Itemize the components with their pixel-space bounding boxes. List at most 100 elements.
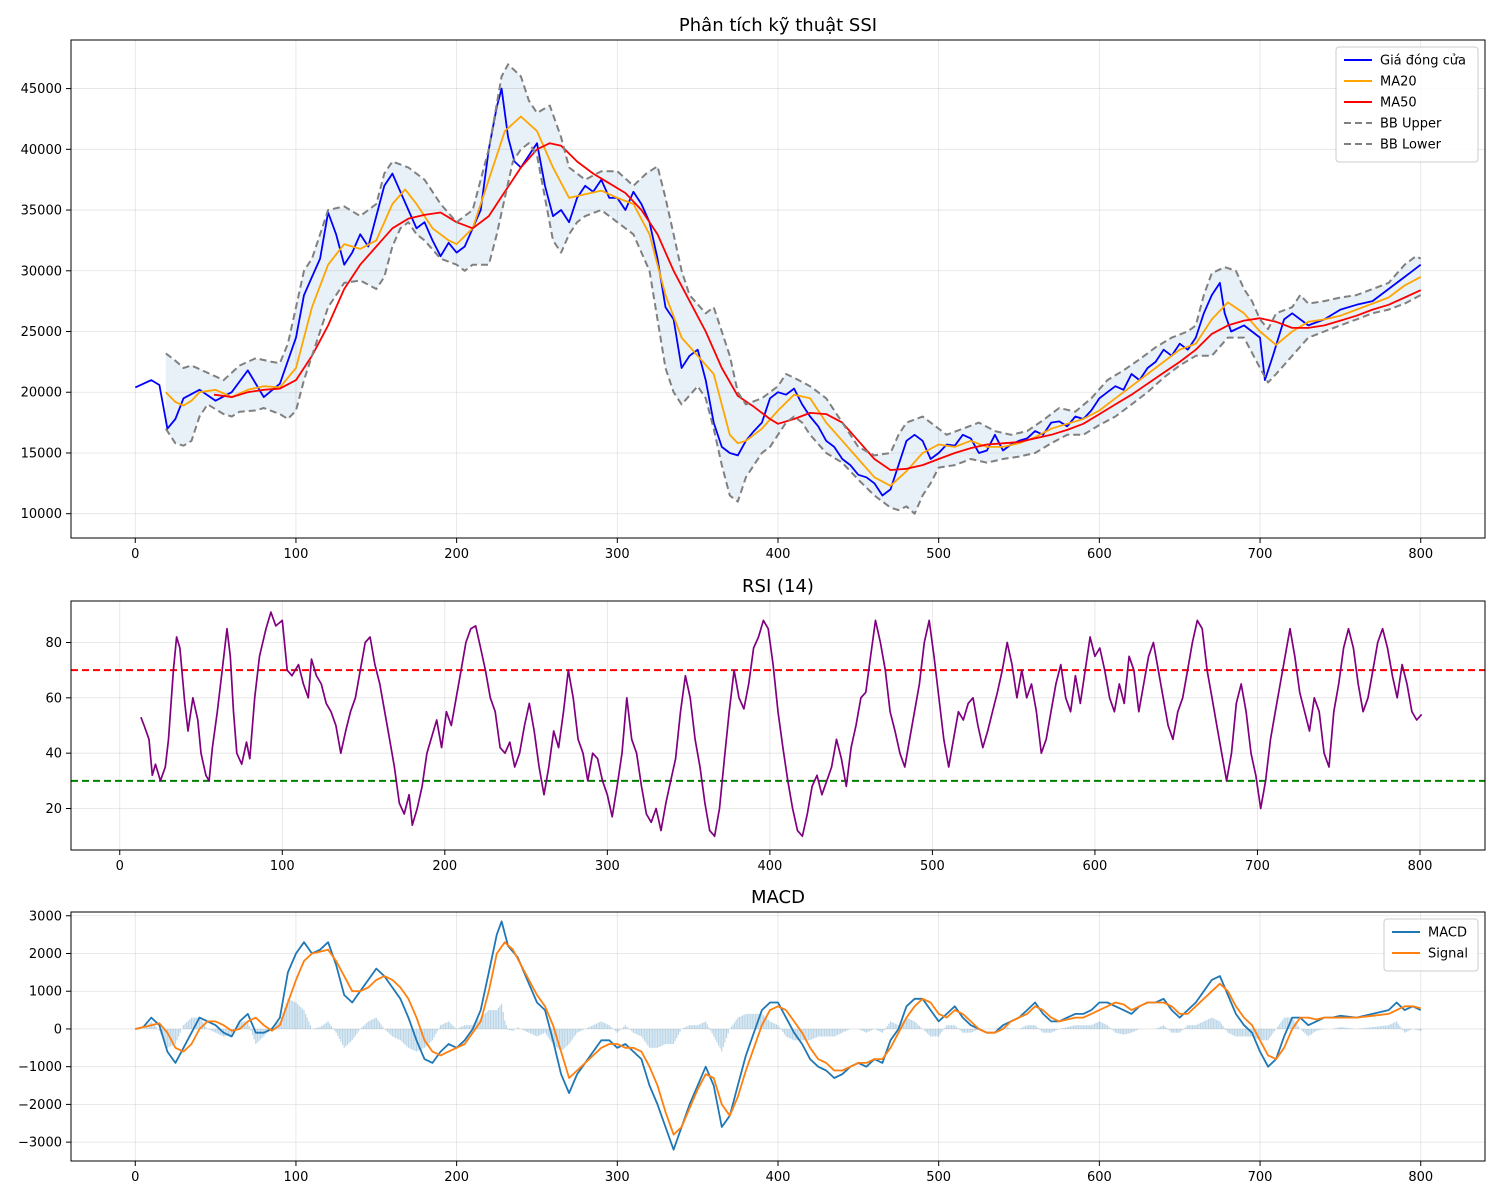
histogram-bar <box>523 1028 525 1031</box>
x-tick-label: 600 <box>1083 859 1108 874</box>
histogram-bar <box>677 1028 679 1035</box>
histogram-bar <box>300 1007 302 1029</box>
histogram-bar <box>422 1028 424 1049</box>
histogram-bar <box>369 1020 371 1029</box>
histogram-bar <box>1203 1021 1205 1029</box>
histogram-bar <box>568 1028 570 1045</box>
histogram-bar <box>642 1028 644 1039</box>
histogram-bar <box>1211 1017 1213 1029</box>
histogram-bar <box>260 1028 262 1040</box>
series-line-signal <box>135 941 1421 1136</box>
histogram-bar <box>1047 1028 1049 1033</box>
histogram-bar <box>1077 1025 1080 1029</box>
histogram-bar <box>893 1022 895 1029</box>
histogram-bar <box>1024 1025 1027 1029</box>
x-tick-label: 0 <box>116 859 124 874</box>
histogram-bar <box>497 1007 500 1029</box>
histogram-bar <box>1108 1026 1110 1029</box>
histogram-bar <box>1264 1028 1266 1041</box>
histogram-bar <box>288 999 291 1029</box>
histogram-bar <box>894 1023 896 1029</box>
y-tick-label: 10000 <box>21 507 62 522</box>
histogram-bar <box>1407 1028 1409 1032</box>
histogram-bar <box>488 1010 490 1029</box>
x-tick-label: 300 <box>605 1170 630 1185</box>
histogram-bar <box>1093 1023 1096 1029</box>
histogram-bar <box>753 1013 755 1029</box>
histogram-bar <box>385 1028 387 1031</box>
histogram-bar <box>1363 1028 1366 1029</box>
legend-box <box>1335 46 1479 163</box>
y-tick-label: 20000 <box>21 386 62 401</box>
histogram-bar <box>672 1028 675 1045</box>
histogram-bar <box>391 1028 393 1037</box>
histogram-bar <box>578 1028 580 1032</box>
histogram-bar <box>1007 1027 1009 1029</box>
histogram-bar <box>1161 1025 1163 1029</box>
histogram-bar <box>732 1024 734 1029</box>
histogram-bar <box>362 1025 365 1029</box>
histogram-bar <box>589 1026 591 1029</box>
histogram-bar <box>247 1021 249 1029</box>
histogram-bar <box>240 1021 242 1029</box>
histogram-bar <box>751 1013 753 1029</box>
histogram-bar <box>1195 1025 1197 1029</box>
histogram-bar <box>886 1025 888 1029</box>
histogram-bar <box>155 1027 157 1029</box>
histogram-bar <box>666 1028 668 1045</box>
histogram-bar <box>697 1025 699 1029</box>
histogram-bar <box>404 1028 406 1045</box>
histogram-bar <box>737 1017 739 1029</box>
histogram-bar <box>321 1025 323 1029</box>
histogram-bar <box>255 1028 257 1045</box>
histogram-bar <box>226 1028 228 1036</box>
histogram-bar <box>597 1022 599 1029</box>
histogram-bar <box>1132 1028 1134 1032</box>
histogram-bar <box>639 1028 641 1036</box>
histogram-bar <box>655 1028 657 1048</box>
histogram-bar <box>489 1010 491 1029</box>
rsi-x-axis: 0 100 200 300 400 500 600 700 800 <box>116 850 1433 874</box>
histogram-bar <box>552 1028 554 1045</box>
histogram-bar <box>1222 1025 1224 1029</box>
histogram-bar <box>200 1019 202 1029</box>
histogram-bar <box>1399 1025 1401 1029</box>
histogram-bar <box>292 1001 294 1029</box>
histogram-bar <box>256 1028 258 1043</box>
histogram-bar <box>738 1016 741 1029</box>
histogram-bar <box>190 1017 193 1029</box>
histogram-bar <box>218 1028 220 1035</box>
histogram-bar <box>470 1025 472 1029</box>
histogram-bar <box>364 1024 366 1029</box>
price-y-axis: 10000 15000 20000 25000 30000 35000 40000 45000 <box>21 82 71 522</box>
histogram-bar <box>1048 1028 1051 1033</box>
x-tick-label: 800 <box>1408 859 1433 874</box>
histogram-bar <box>619 1028 622 1030</box>
histogram-bar <box>356 1028 358 1034</box>
histogram-bar <box>187 1020 189 1029</box>
histogram-bar <box>251 1028 254 1035</box>
histogram-bar <box>1201 1022 1203 1029</box>
histogram-bar <box>1183 1028 1186 1029</box>
histogram-bar <box>1397 1023 1399 1029</box>
histogram-bar <box>435 1028 437 1035</box>
histogram-bar <box>600 1021 602 1029</box>
histogram-bar <box>574 1028 577 1035</box>
histogram-bar <box>865 1028 867 1033</box>
histogram-bar <box>541 1028 543 1035</box>
histogram-bar <box>1344 1027 1346 1029</box>
histogram-bar <box>787 1028 789 1038</box>
series-line-rsi <box>140 611 1423 838</box>
x-tick-label: 300 <box>605 547 630 562</box>
histogram-bar <box>647 1028 649 1046</box>
histogram-bar <box>534 1028 536 1036</box>
histogram-bar <box>571 1028 573 1040</box>
histogram-bar <box>770 1022 773 1029</box>
histogram-bar <box>1187 1025 1189 1029</box>
histogram-bar <box>1314 1028 1316 1032</box>
x-tick-label: 400 <box>757 859 782 874</box>
histogram-bar <box>877 1028 879 1031</box>
histogram-bar <box>303 1010 305 1029</box>
histogram-bar <box>1156 1028 1158 1029</box>
histogram-bar <box>636 1028 638 1035</box>
